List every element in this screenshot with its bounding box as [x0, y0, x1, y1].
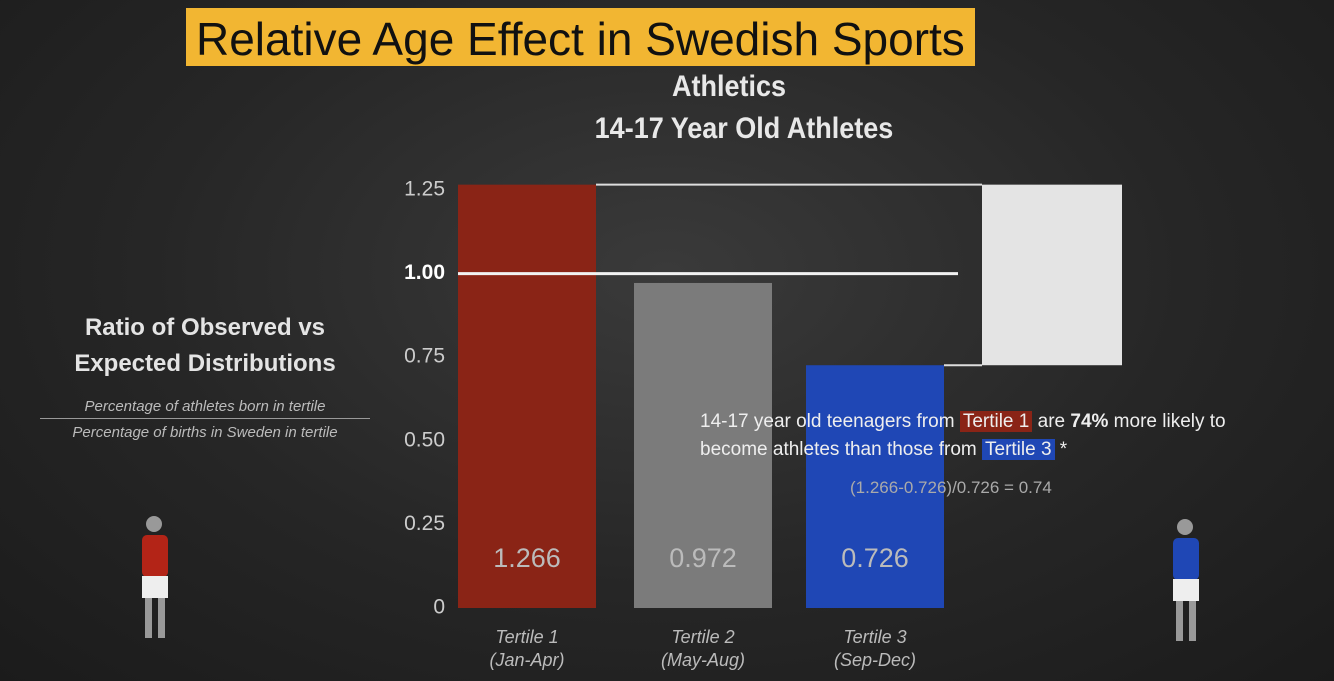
annotation-text: more likely to [1108, 411, 1226, 432]
annotation-highlight: Tertile 3 [982, 439, 1055, 460]
x-tick-label: Tertile 2 (May-Aug) [660, 627, 745, 670]
x-tick-label: Tertile 3 (Sep-Dec) [833, 627, 917, 670]
value-label: 0.726 [841, 543, 909, 573]
difference-bar [982, 184, 1122, 366]
subtitle: Athletics [671, 70, 787, 103]
figure-right [1173, 519, 1199, 641]
bar [806, 365, 944, 608]
annotation-text: * [1054, 439, 1068, 460]
title: Relative Age Effect in Swedish Sports [186, 8, 975, 66]
annotation: 14-17 year old teenagers from Tertile 1 … [700, 408, 1334, 464]
annotation-text: 14-17 year old teenagers from [700, 411, 960, 432]
bar [634, 282, 772, 608]
y-tick-label: 0 [433, 596, 445, 619]
annotation-text: become athletes than those from [700, 439, 982, 460]
y-axis-label: Ratio of Observed vs Expected Distributi… [74, 314, 336, 377]
fraction-numerator: Percentage of athletes born in tertile [40, 398, 370, 419]
figure-left [142, 516, 168, 638]
bar [458, 184, 596, 608]
x-tick-label: Tertile 1 (Jan-Apr) [489, 627, 565, 670]
y-tick-label: 1.00 [404, 261, 445, 284]
value-label: 1.266 [493, 543, 561, 573]
subtitle: 14-17 Year Old Athletes [594, 112, 894, 145]
annotation-highlight: Tertile 1 [959, 411, 1033, 432]
annotation-emphasis: 74% [1070, 411, 1109, 432]
y-tick-label: 0.50 [404, 428, 445, 451]
fraction-denominator: Percentage of births in Sweden in tertil… [72, 424, 338, 441]
annotation-text: are [1032, 411, 1071, 432]
y-tick-label: 0.75 [404, 345, 445, 368]
y-tick-label: 0.25 [404, 512, 445, 535]
value-label: 0.972 [669, 543, 737, 573]
formula: (1.266-0.726)/0.726 = 0.74 [850, 478, 1052, 497]
y-tick-label: 1.25 [404, 178, 445, 201]
